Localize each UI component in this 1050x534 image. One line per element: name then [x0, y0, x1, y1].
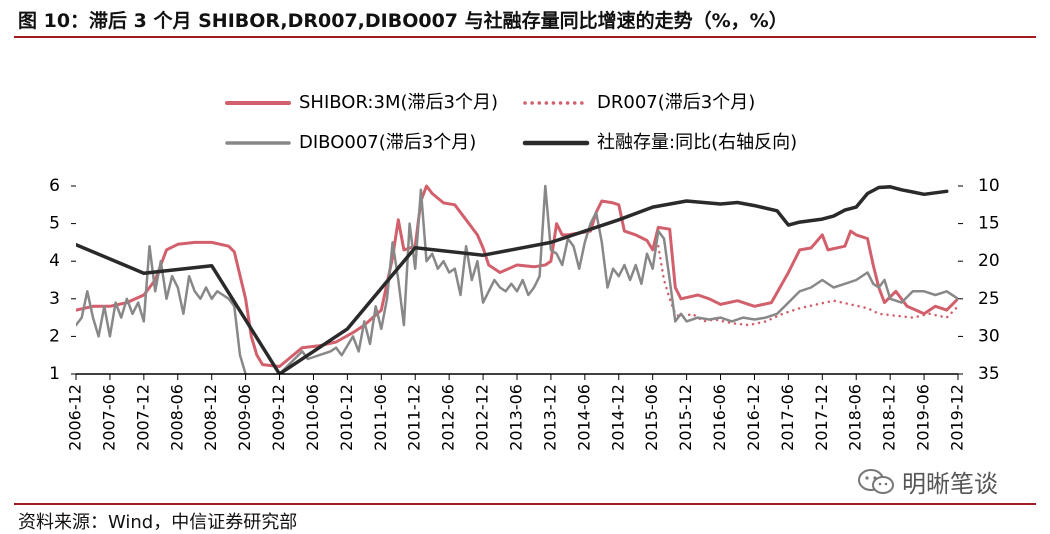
- title-divider: [14, 36, 1036, 38]
- x-tick-label: 2019-12: [948, 384, 967, 451]
- x-tick-label: 2008-06: [167, 384, 186, 451]
- x-tick-label: 2010-06: [303, 384, 322, 451]
- y-right-tick-label: 35: [978, 364, 1000, 384]
- x-tick-label: 2011-12: [405, 384, 424, 451]
- legend-label-2: DR007(滞后3个月): [597, 92, 755, 113]
- x-tick-label: 2018-12: [880, 384, 899, 451]
- watermark: 明晰笔谈: [856, 464, 998, 499]
- x-tick-label: 2015-06: [642, 384, 661, 451]
- chart: SHIBOR:3M(滞后3个月) DR007(滞后3个月) DIBO007(滞后3个…: [49, 92, 999, 451]
- x-tick-label: 2010-12: [337, 384, 356, 451]
- x-tick-label: 2017-06: [778, 384, 797, 451]
- x-tick-label: 2006-12: [66, 384, 85, 451]
- x-tick-label: 2015-12: [676, 384, 695, 451]
- series-line-3: [76, 184, 958, 374]
- y-left-tick-label: 3: [49, 289, 60, 309]
- legend-label-3: DIBO007(滞后3个月): [299, 132, 476, 153]
- y-left-tick-label: 4: [49, 251, 60, 271]
- series-layer: [76, 184, 958, 374]
- source-divider: [14, 503, 1036, 505]
- y-right-tick-label: 25: [978, 289, 1000, 309]
- y-right-tick-label: 20: [978, 251, 1000, 271]
- x-tick-label: 2012-12: [473, 384, 492, 451]
- y-right-tick-label: 10: [978, 176, 1000, 196]
- x-tick-label: 2012-06: [439, 384, 458, 451]
- x-tick-label: 2011-06: [371, 384, 390, 451]
- x-tick-label: 2007-06: [99, 384, 118, 451]
- x-tick-label: 2016-06: [710, 384, 729, 451]
- x-tick-label: 2014-12: [608, 384, 627, 451]
- x-tick-label: 2008-12: [201, 384, 220, 451]
- series-line-1: [76, 184, 958, 368]
- series-line-2: [657, 244, 958, 327]
- x-tick-label: 2009-06: [235, 384, 254, 451]
- y-left-tick-label: 1: [49, 364, 60, 384]
- y-left-tick-label: 5: [49, 214, 60, 234]
- x-tick-label: 2009-12: [269, 384, 288, 451]
- x-tick-label: 2018-06: [846, 384, 865, 451]
- y-left-tick-label: 6: [49, 176, 60, 196]
- watermark-text: 明晰笔谈: [902, 470, 998, 498]
- legend-label-1: SHIBOR:3M(滞后3个月): [299, 92, 498, 113]
- x-tick-label: 2007-12: [133, 384, 152, 451]
- x-tick-label: 2019-06: [914, 384, 933, 451]
- x-tick-label: 2013-12: [540, 384, 559, 451]
- legend-label-4: 社融存量:同比(右轴反向): [597, 132, 797, 153]
- x-tick-label: 2013-06: [507, 384, 526, 451]
- y-right-tick-label: 30: [978, 326, 1000, 346]
- series-line-4: [76, 185, 949, 374]
- x-tick-label: 2017-12: [812, 384, 831, 451]
- figure-title: 图 10：滞后 3 个月 SHIBOR,DR007,DIBO007 与社融存量同…: [18, 10, 788, 32]
- y-right-tick-label: 15: [978, 214, 1000, 234]
- wechat-icon: [858, 468, 894, 494]
- x-tick-label: 2014-06: [574, 384, 593, 451]
- source-note: 资料来源：Wind，中信证券研究部: [18, 512, 298, 533]
- y-left-tick-label: 2: [49, 326, 60, 346]
- x-tick-label: 2016-12: [744, 384, 763, 451]
- axes-layer: 2006-12 2007-06 2007-12 2008-06 2008-12 2009-…: [49, 176, 999, 451]
- legend: SHIBOR:3M(滞后3个月) DR007(滞后3个月) DIBO007(滞后3个…: [225, 92, 797, 153]
